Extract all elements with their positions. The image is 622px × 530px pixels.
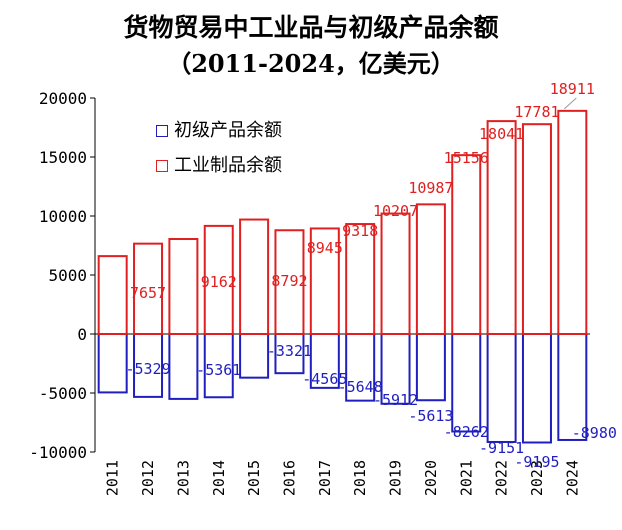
bar-primary (486, 333, 517, 443)
bar-industrial (309, 227, 340, 336)
legend-label-primary: 初级产品余额 (174, 120, 282, 141)
bar-primary (239, 333, 270, 379)
data-label-industrial: 7657 (130, 284, 166, 302)
data-label-industrial: 8792 (271, 272, 307, 290)
legend-item-primary: 初级产品余额 (156, 116, 282, 142)
x-tick-label: 2012 (139, 460, 157, 496)
bar-industrial (486, 120, 517, 336)
y-tick-label: 20000 (39, 89, 87, 108)
chart-title: 货物贸易中工业品与初级产品余额 (123, 13, 499, 42)
y-tick-label: 10000 (39, 207, 87, 226)
x-tick-label: 2020 (422, 460, 440, 496)
data-label-primary: -5613 (408, 407, 453, 425)
data-label-leader (563, 97, 577, 110)
data-label-industrial: 15156 (444, 149, 489, 167)
legend-label-industrial: 工业制品余额 (174, 155, 282, 176)
data-label-primary: -4565 (302, 370, 347, 388)
bar-primary (415, 333, 446, 402)
bar-industrial (97, 255, 128, 335)
bar-industrial (557, 109, 588, 335)
data-label-primary: -5912 (373, 391, 418, 409)
y-tick-label: 15000 (39, 148, 87, 167)
x-tick-label: 2019 (387, 460, 405, 496)
y-tick-label: -10000 (29, 443, 87, 462)
bar-industrial (415, 203, 446, 335)
bar-industrial (521, 123, 552, 335)
x-tick-label: 2021 (457, 460, 475, 496)
data-label-primary: -9195 (514, 453, 559, 471)
bar-industrial (380, 212, 411, 335)
x-tick-label: 2024 (563, 460, 581, 496)
data-label-industrial: 17781 (514, 103, 559, 121)
legend-swatch-red-icon (156, 160, 168, 172)
data-label-primary: -5648 (338, 378, 383, 396)
data-label-primary: -8262 (444, 423, 489, 441)
bar-primary (521, 333, 552, 444)
y-tick-label: 5000 (48, 266, 87, 285)
legend-swatch-blue-icon (156, 125, 168, 137)
x-tick-label: 2023 (528, 460, 546, 496)
bar-industrial (345, 223, 376, 336)
x-tick-label: 2017 (316, 460, 334, 496)
bar-industrial (168, 238, 199, 335)
x-tick-label: 2015 (245, 460, 263, 496)
bar-primary (451, 333, 482, 433)
x-tick-label: 2018 (351, 460, 369, 496)
data-label-primary: -5329 (125, 360, 170, 378)
data-label-industrial: 8945 (307, 239, 343, 257)
data-label-primary: -8980 (572, 424, 617, 442)
data-label-primary: -9151 (479, 439, 524, 457)
bar-primary (168, 333, 199, 400)
data-label-industrial: 9318 (342, 222, 378, 240)
legend-item-industrial: 工业制品余额 (156, 151, 282, 177)
data-label-industrial: 18911 (550, 80, 595, 98)
y-tick-label: 0 (77, 325, 87, 344)
bar-industrial (274, 229, 305, 335)
chart-subtitle: （2011-2024，亿美元） (167, 49, 455, 78)
data-label-primary: -3321 (267, 342, 312, 360)
data-label-primary: -5361 (196, 361, 241, 379)
data-label-industrial: 10987 (408, 179, 453, 197)
x-tick-label: 2013 (174, 460, 192, 496)
data-label-industrial: 9162 (201, 273, 237, 291)
bar-industrial (203, 224, 234, 335)
y-tick-label: -5000 (39, 384, 87, 403)
data-label-industrial: 10207 (373, 202, 418, 220)
bar-industrial (133, 242, 164, 335)
x-tick-label: 2014 (210, 460, 228, 496)
x-tick-label: 2016 (280, 460, 298, 496)
bar-industrial (451, 154, 482, 335)
bar-primary (97, 333, 128, 394)
x-tick-label: 2011 (104, 460, 122, 496)
data-label-industrial: 18041 (479, 125, 524, 143)
bar-industrial (239, 218, 270, 335)
x-tick-label: 2022 (493, 460, 511, 496)
